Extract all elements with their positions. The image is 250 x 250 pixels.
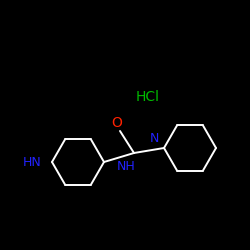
Text: O: O [112,116,122,130]
Text: NH: NH [116,160,136,173]
Text: N: N [149,132,159,144]
Text: HCl: HCl [136,90,160,104]
Text: HN: HN [23,156,42,168]
